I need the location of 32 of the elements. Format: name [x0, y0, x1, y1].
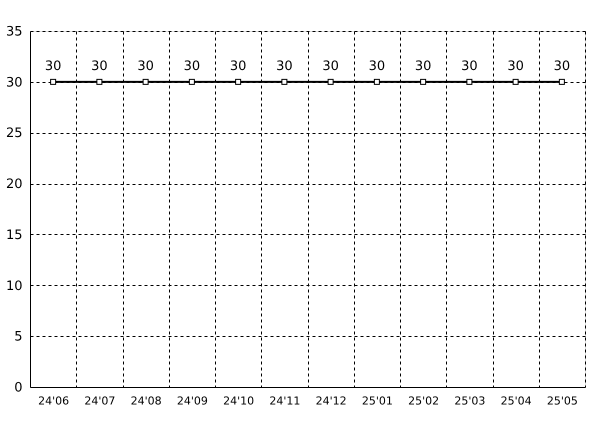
x-tick-label: 24'06: [38, 394, 70, 408]
data-label: 30: [184, 58, 200, 74]
x-tick-label: 24'07: [84, 394, 116, 408]
y-tick-label: 35: [6, 24, 22, 40]
x-tick-label: 25'03: [454, 394, 486, 408]
x-tick-label: 24'10: [223, 394, 254, 408]
data-label: 30: [507, 58, 524, 74]
x-tick-label: 25'04: [500, 394, 532, 408]
data-label: 30: [230, 58, 246, 74]
x-tick-label: 24'08: [130, 394, 162, 408]
data-label: 30: [554, 58, 570, 74]
x-tick-label: 24'09: [176, 394, 208, 408]
y-tick-label: 10: [6, 278, 22, 294]
y-tick-label: 25: [6, 126, 22, 142]
data-label: 30: [322, 58, 339, 74]
data-label: 30: [44, 58, 62, 74]
y-tick-label: 20: [6, 177, 22, 192]
data-label: 30: [276, 58, 293, 74]
y-tick-label: 30: [6, 75, 22, 90]
data-label: 30: [414, 58, 432, 74]
y-tick-label: 15: [6, 228, 22, 243]
data-label: 30: [461, 58, 478, 74]
data-label: 30: [368, 58, 386, 74]
data-label: 30: [137, 58, 154, 74]
x-tick-label: 25'01: [362, 394, 393, 408]
x-tick-label: 24'11: [269, 394, 300, 408]
data-label: 30: [91, 58, 108, 74]
x-tick-label: 25'05: [546, 394, 578, 408]
x-tick-label: 24'12: [316, 394, 347, 408]
y-tick-label: 5: [14, 330, 22, 345]
x-tick-label: 25'02: [408, 394, 440, 408]
y-tick-label: 0: [14, 380, 22, 396]
